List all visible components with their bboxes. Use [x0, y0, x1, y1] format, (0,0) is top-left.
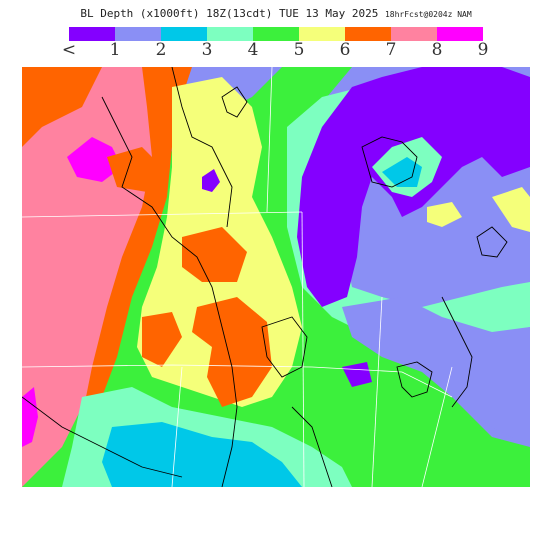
legend-label-6: 6: [339, 40, 351, 60]
legend-label-5: 5: [293, 40, 305, 60]
legend-swatch-8: [437, 27, 483, 41]
region-class7-west: [22, 67, 102, 147]
legend-label-1: 1: [109, 40, 121, 60]
legend-label-8: 8: [431, 40, 443, 60]
map-canvas: [22, 67, 530, 487]
county-outlines: [22, 67, 508, 487]
legend-swatch-4: [253, 27, 299, 41]
region-class7-central3: [142, 312, 182, 367]
region-class7-north: [107, 147, 162, 192]
legend-swatch-1: [115, 27, 161, 41]
region-class7-central1: [182, 227, 247, 282]
color-legend-labels: <1 2 3 4 5 6 7 8 9: [0, 40, 552, 62]
legend-swatch-5: [299, 27, 345, 41]
legend-swatch-7: [391, 27, 437, 41]
legend-swatch-3: [207, 27, 253, 41]
region-class0-spot: [202, 169, 220, 192]
region-class9-spot2: [22, 387, 38, 447]
legend-label-0: <: [61, 40, 77, 60]
bl-depth-map: [22, 67, 530, 487]
region-class7-westband: [82, 67, 192, 417]
legend-label-9: 9: [477, 40, 489, 60]
legend-label-3: 3: [201, 40, 213, 60]
region-class6-islands: [427, 202, 462, 227]
region-class2-islands: [382, 157, 422, 187]
state-boundary-lines: [22, 67, 453, 487]
region-class0-southeast: [342, 362, 372, 387]
legend-swatch-2: [161, 27, 207, 41]
legend-label-4: 4: [247, 40, 259, 60]
legend-label-2: 2: [155, 40, 167, 60]
region-class1-east: [342, 297, 530, 447]
region-class6-east: [492, 187, 530, 232]
region-class2-south: [102, 422, 302, 487]
legend-swatch-0: [69, 27, 115, 41]
title-main: BL Depth (x1000ft) 18Z(13cdt) TUE 13 May…: [80, 7, 379, 20]
legend-label-7: 7: [385, 40, 397, 60]
legend-swatch-6: [345, 27, 391, 41]
title-sub: 18hrFcst@0204z NAM: [384, 10, 472, 19]
map-title: BL Depth (x1000ft) 18Z(13cdt) TUE 13 May…: [0, 7, 552, 20]
color-legend-bar: [69, 27, 483, 41]
region-class7-central2: [192, 297, 272, 407]
region-class9-spot1: [67, 137, 122, 182]
